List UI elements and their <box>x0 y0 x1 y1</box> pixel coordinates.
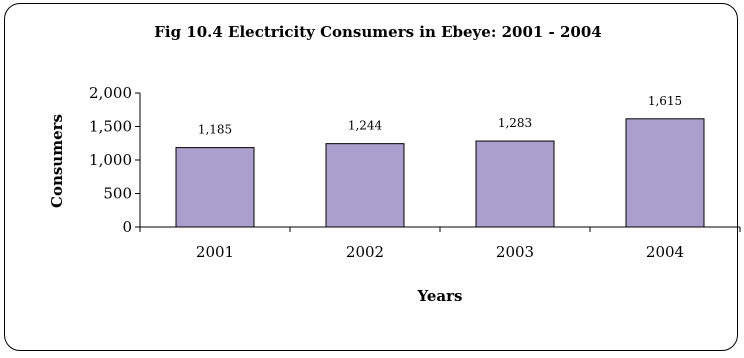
chart-title: Fig 10.4 Electricity Consumers in Ebeye:… <box>154 23 602 41</box>
x-tick-label: 2001 <box>196 243 234 261</box>
data-label-2004: 1,615 <box>648 94 682 108</box>
y-tick-label: 2,000 <box>89 84 132 102</box>
x-axis: 2001 2002 2003 2004 <box>139 226 741 261</box>
y-axis: 0 500 1,000 1,500 2,000 <box>89 84 141 236</box>
bar-2004 <box>625 118 705 228</box>
y-tick-label: 1,000 <box>89 151 132 169</box>
bar-2001 <box>175 147 255 228</box>
bar-2002 <box>325 143 405 228</box>
x-tick-label: 2003 <box>496 243 534 261</box>
data-label-2002: 1,244 <box>348 119 383 133</box>
x-axis-title: Years <box>416 287 462 305</box>
bars: 1,185 1,244 1,283 1,615 <box>175 94 705 228</box>
y-tick-label: 1,500 <box>89 118 132 136</box>
x-tick-label: 2004 <box>646 243 684 261</box>
data-label-2003: 1,283 <box>498 116 532 130</box>
y-tick-label: 500 <box>103 185 132 203</box>
bar-2003 <box>475 140 555 228</box>
y-axis-title: Consumers <box>48 114 66 208</box>
y-tick-label: 0 <box>122 218 132 236</box>
x-tick-label: 2002 <box>346 243 384 261</box>
data-label-2001: 1,185 <box>198 123 232 137</box>
